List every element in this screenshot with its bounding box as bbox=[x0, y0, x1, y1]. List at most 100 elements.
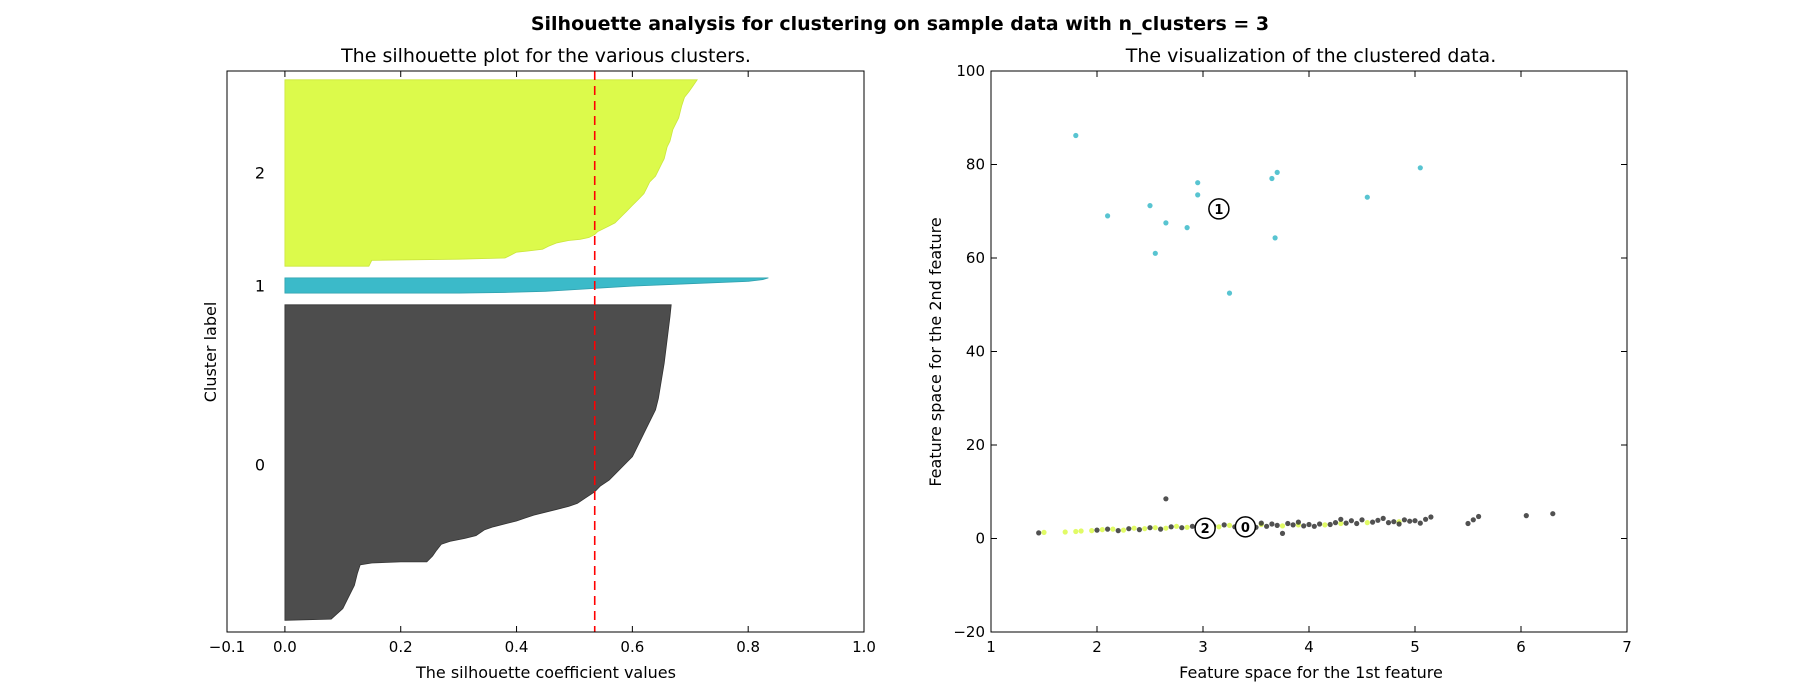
data-point-cluster-1 bbox=[1195, 192, 1201, 198]
data-point-cluster-2 bbox=[1364, 520, 1370, 526]
data-point-cluster-1 bbox=[1417, 165, 1423, 171]
silhouette-plot: The silhouette plot for the various clus… bbox=[201, 45, 876, 682]
data-point-cluster-0 bbox=[1105, 526, 1111, 532]
data-point-cluster-0 bbox=[1163, 496, 1169, 502]
data-point-cluster-2 bbox=[1120, 527, 1127, 533]
data-point-cluster-2 bbox=[1062, 529, 1068, 535]
data-point-cluster-1 bbox=[1073, 132, 1079, 139]
data-point-cluster-0 bbox=[1189, 523, 1195, 529]
data-point-cluster-0 bbox=[1094, 527, 1100, 533]
data-point-cluster-2 bbox=[1152, 525, 1158, 531]
scatter-plot-area: 0 1 2 1 2 3 4 5 6 7 −20 0 20 40 60 80 100 bbox=[953, 62, 1631, 656]
cluster-center-2 bbox=[1194, 517, 1216, 539]
data-point-cluster-2 bbox=[1279, 523, 1286, 529]
cluster-center-1 bbox=[1208, 198, 1230, 220]
data-point-cluster-0 bbox=[1417, 520, 1423, 526]
silhouette-cluster-2 bbox=[284, 79, 698, 267]
scatter-plot-frame bbox=[990, 70, 1628, 633]
x-tick-label: 3 bbox=[1198, 638, 1208, 656]
data-point-cluster-1 bbox=[1152, 250, 1158, 256]
data-point-cluster-2 bbox=[1184, 524, 1190, 530]
x-tick-label: 0.6 bbox=[620, 638, 644, 656]
data-point-cluster-2 bbox=[1216, 524, 1222, 530]
data-point-cluster-0 bbox=[1428, 514, 1434, 520]
silhouette-y-axis-label: Cluster label bbox=[201, 302, 220, 403]
data-point-cluster-2 bbox=[1338, 520, 1344, 527]
data-point-cluster-0 bbox=[1523, 513, 1529, 519]
data-point-cluster-0 bbox=[1407, 518, 1413, 524]
data-point-cluster-2 bbox=[1041, 529, 1047, 536]
data-point-cluster-2 bbox=[1078, 528, 1084, 534]
data-point-cluster-0 bbox=[1036, 530, 1042, 536]
data-point-cluster-1 bbox=[1364, 194, 1370, 200]
data-point-cluster-0 bbox=[1158, 526, 1164, 532]
data-point-cluster-0 bbox=[1290, 522, 1296, 528]
data-point-cluster-0 bbox=[1126, 526, 1132, 532]
data-point-cluster-0 bbox=[1380, 515, 1386, 522]
data-point-cluster-0 bbox=[1269, 521, 1275, 527]
y-tick-label: 80 bbox=[966, 156, 985, 174]
data-point-cluster-0 bbox=[1306, 521, 1312, 528]
data-point-cluster-0 bbox=[1359, 517, 1365, 523]
x-tick-label: 7 bbox=[1622, 638, 1632, 656]
data-point-cluster-0 bbox=[1115, 528, 1121, 534]
data-point-cluster-0 bbox=[1550, 511, 1556, 517]
figure-suptitle: Silhouette analysis for clustering on sa… bbox=[531, 13, 1269, 35]
silhouette-cluster-0 bbox=[284, 304, 672, 621]
silhouette-plot-title: The silhouette plot for the various clus… bbox=[340, 45, 751, 67]
data-point-cluster-0 bbox=[1348, 518, 1354, 524]
data-point-cluster-1 bbox=[1269, 175, 1275, 182]
silhouette-plot-frame bbox=[226, 70, 865, 633]
data-point-cluster-1 bbox=[1195, 180, 1201, 186]
cluster-label-2: 2 bbox=[255, 164, 265, 183]
data-point-cluster-0 bbox=[1258, 520, 1264, 526]
data-point-cluster-2 bbox=[1226, 522, 1233, 529]
silhouette-plot-area: 0 1 2 −0.1 0.0 0.2 0.4 0.6 0.8 1.0 bbox=[209, 70, 876, 656]
data-point-cluster-2 bbox=[1089, 528, 1095, 534]
x-tick-label: 5 bbox=[1410, 638, 1420, 656]
x-tick-label: 6 bbox=[1516, 638, 1526, 656]
data-point-cluster-2 bbox=[1099, 527, 1105, 533]
data-point-cluster-0 bbox=[1279, 530, 1286, 537]
data-point-cluster-0 bbox=[1385, 520, 1392, 526]
data-point-cluster-0 bbox=[1396, 521, 1402, 527]
data-point-cluster-0 bbox=[1317, 521, 1323, 527]
x-tick-label: 1.0 bbox=[852, 638, 876, 656]
data-point-cluster-1 bbox=[1184, 225, 1190, 231]
data-point-cluster-0 bbox=[1354, 520, 1360, 527]
data-point-cluster-0 bbox=[1311, 523, 1317, 529]
data-point-cluster-0 bbox=[1285, 520, 1291, 527]
data-point-cluster-0 bbox=[1168, 524, 1174, 530]
data-point-cluster-2 bbox=[1173, 523, 1180, 529]
data-point-cluster-0 bbox=[1332, 520, 1339, 526]
data-point-cluster-0 bbox=[1391, 519, 1397, 525]
cluster-center-label-0: 0 bbox=[1241, 521, 1250, 536]
data-point-cluster-0 bbox=[1401, 517, 1407, 523]
data-point-cluster-1 bbox=[1272, 235, 1278, 241]
cluster-center-label-1: 1 bbox=[1214, 203, 1223, 218]
silhouette-cluster-1 bbox=[284, 277, 769, 294]
cluster-label-1: 1 bbox=[255, 277, 265, 296]
data-point-cluster-1 bbox=[1163, 220, 1169, 226]
data-point-cluster-0 bbox=[1147, 525, 1153, 531]
cluster-scatter-plot: The visualization of the clustered data.… bbox=[926, 45, 1632, 682]
cluster-center-label-2: 2 bbox=[1201, 522, 1210, 537]
data-point-cluster-0 bbox=[1264, 523, 1270, 529]
data-point-cluster-2 bbox=[1073, 528, 1079, 535]
data-point-cluster-0 bbox=[1470, 517, 1476, 523]
cluster-label-0: 0 bbox=[255, 455, 265, 474]
scatter-x-axis-label: Feature space for the 1st feature bbox=[1179, 663, 1443, 682]
y-tick-label: 40 bbox=[966, 343, 985, 361]
data-point-cluster-1 bbox=[1226, 290, 1233, 296]
x-tick-label: 0.0 bbox=[273, 638, 297, 656]
data-point-cluster-2 bbox=[1322, 522, 1328, 528]
x-tick-label: 4 bbox=[1304, 638, 1314, 656]
data-point-cluster-1 bbox=[1105, 213, 1111, 219]
x-tick-label: 0.8 bbox=[736, 638, 760, 656]
y-tick-label: 20 bbox=[966, 436, 985, 454]
data-point-cluster-0 bbox=[1179, 525, 1185, 531]
x-tick-label: 2 bbox=[1092, 638, 1102, 656]
cluster-center-0 bbox=[1234, 516, 1257, 538]
